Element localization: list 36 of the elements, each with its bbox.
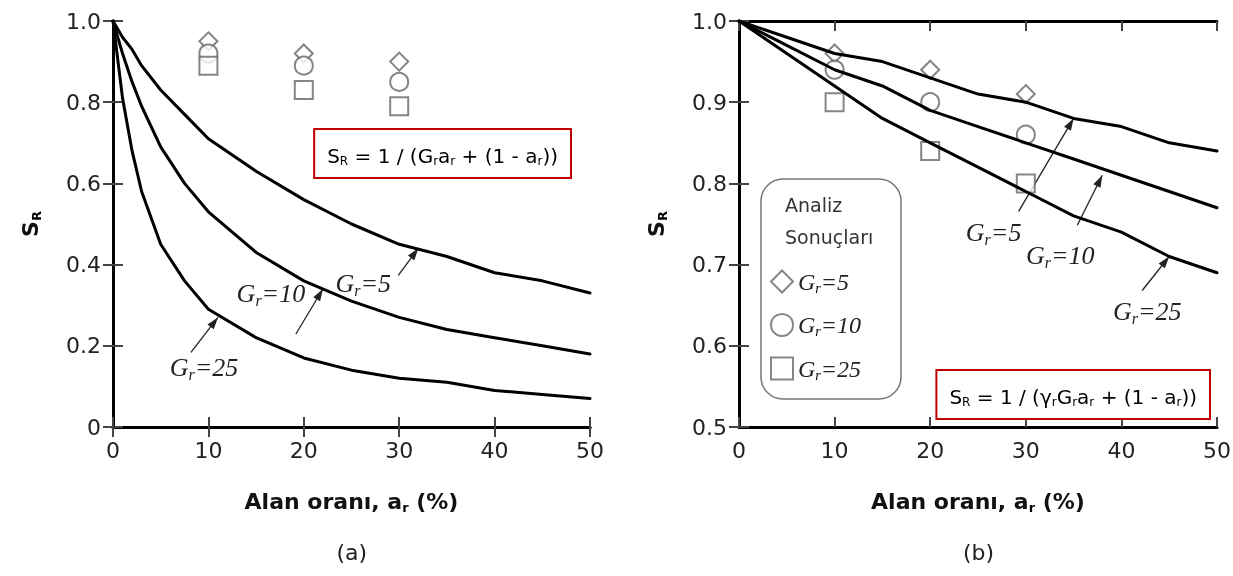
y-tick-label: 0.7 [692,252,727,278]
x-tick-label: 0 [732,437,746,463]
y-tick-label: 0.2 [66,333,101,359]
y-tick-label: 0 [87,414,101,440]
x-tick-label: 40 [480,437,509,463]
x-tick-label: 0 [106,437,120,463]
point [389,96,410,117]
x-tick-label: 50 [1203,437,1231,463]
y-tick-label: 0.8 [692,170,727,196]
y-tick-label: 0.4 [66,252,101,278]
x-tick-label: 40 [1107,437,1136,463]
text: SR [644,211,670,237]
x-tick-label: 10 [820,437,849,463]
point [1015,173,1036,194]
legend-title: Analiz Sonuçları [785,194,874,248]
y-tick-label: 0.8 [66,89,101,115]
y-tick-label: 1.0 [692,8,727,34]
x-tick-label: 30 [385,437,414,463]
text: SR [18,211,44,237]
x-tick-label: 10 [194,437,223,463]
x-tick-label: 20 [916,437,945,463]
y-tick-label: 0.5 [692,414,727,440]
y-tick-label: 0.6 [66,170,101,196]
point [293,80,314,101]
point [389,71,410,92]
x-tick-label: 30 [1011,437,1040,463]
x-tick-label: 20 [289,437,318,463]
point [824,92,845,113]
point [198,55,219,76]
text: (a) [336,539,368,565]
y-tick-label: 0.9 [692,89,727,115]
point [293,55,314,76]
y-tick-label: 1.0 [66,8,101,34]
text: (b) [963,539,995,565]
x-tick-label: 50 [576,437,604,463]
y-tick-label: 0.6 [692,333,727,359]
